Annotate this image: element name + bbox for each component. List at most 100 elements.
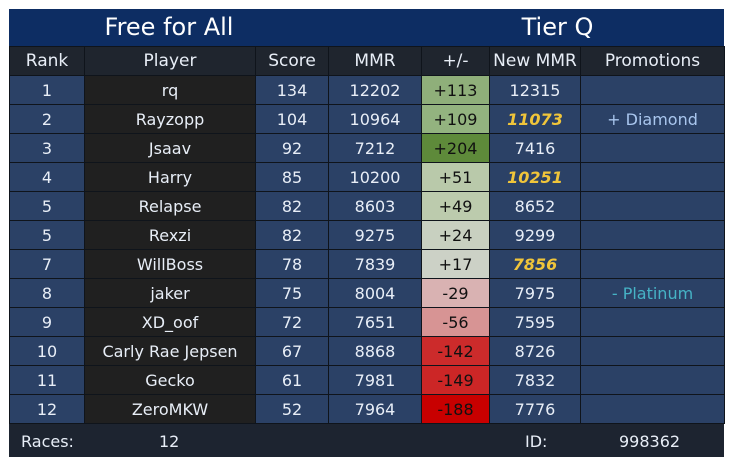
new-mmr-value: 12315 [509, 80, 561, 100]
footer-bar: Races: 12 ID: 998362 [9, 427, 724, 457]
rank-cell: 5 [9, 191, 85, 221]
player-cell: Gecko [84, 365, 256, 395]
player-cell: Harry [84, 162, 256, 192]
races-value: 12 [159, 432, 180, 451]
mmr-cell: 8004 [328, 278, 422, 308]
table-row: 7 WillBoss 78 7839 +17 7856 [9, 249, 725, 279]
rank-cell: 2 [9, 104, 85, 134]
mmr-cell: 7212 [328, 133, 422, 163]
table-row: 5 Rexzi 82 9275 +24 9299 [9, 220, 725, 250]
table-row: 8 jaker 75 8004 -29 7975 - Platinum [9, 278, 725, 308]
rank-cell: 12 [9, 394, 85, 424]
new-mmr-cell: 7832 [489, 365, 581, 395]
player-cell: XD_oof [84, 307, 256, 337]
rank-cell: 8 [9, 278, 85, 308]
new-mmr-value: 11073 [507, 109, 563, 129]
results-table: Rank Player Score MMR +/- New MMR Promot… [9, 46, 725, 424]
new-mmr-value: 7832 [514, 370, 556, 390]
promotion-cell: - Platinum [580, 278, 725, 308]
delta-cell: +204 [421, 133, 490, 163]
new-mmr-cell: 11073 [489, 104, 581, 134]
header-score: Score [255, 46, 329, 76]
mmr-cell: 12202 [328, 75, 422, 105]
new-mmr-value: 9299 [514, 225, 556, 245]
header-rank: Rank [9, 46, 85, 76]
score-cell: 61 [255, 365, 329, 395]
delta-cell: -188 [421, 394, 490, 424]
player-cell: Relapse [84, 191, 256, 221]
player-cell: ZeroMKW [84, 394, 256, 424]
mmr-cell: 7651 [328, 307, 422, 337]
rank-cell: 1 [9, 75, 85, 105]
rank-cell: 9 [9, 307, 85, 337]
header-new-mmr: New MMR [489, 46, 581, 76]
rank-cell: 10 [9, 336, 85, 366]
player-cell: rq [84, 75, 256, 105]
new-mmr-cell: 8652 [489, 191, 581, 221]
mmr-cell: 7839 [328, 249, 422, 279]
rank-cell: 3 [9, 133, 85, 163]
title-bar: Free for All Tier Q [9, 9, 724, 46]
table-row: 4 Harry 85 10200 +51 10251 [9, 162, 725, 192]
player-cell: Jsaav [84, 133, 256, 163]
table-row: 5 Relapse 82 8603 +49 8652 [9, 191, 725, 221]
score-cell: 72 [255, 307, 329, 337]
id-value: 998362 [619, 432, 681, 451]
promotion-cell [580, 162, 725, 192]
delta-cell: +24 [421, 220, 490, 250]
table-row: 2 Rayzopp 104 10964 +109 11073 + Diamond [9, 104, 725, 134]
header-delta: +/- [421, 46, 490, 76]
score-cell: 104 [255, 104, 329, 134]
player-cell: jaker [84, 278, 256, 308]
header-promotions: Promotions [580, 46, 725, 76]
player-cell: Rexzi [84, 220, 256, 250]
promotion-cell [580, 394, 725, 424]
new-mmr-value: 7416 [514, 138, 556, 158]
score-cell: 85 [255, 162, 329, 192]
score-cell: 75 [255, 278, 329, 308]
delta-cell: +49 [421, 191, 490, 221]
mmr-cell: 8603 [328, 191, 422, 221]
new-mmr-value: 7776 [514, 399, 556, 419]
rank-cell: 11 [9, 365, 85, 395]
delta-cell: +51 [421, 162, 490, 192]
promotion-cell [580, 307, 725, 337]
delta-cell: +17 [421, 249, 490, 279]
new-mmr-cell: 9299 [489, 220, 581, 250]
promotion-cell [580, 220, 725, 250]
new-mmr-cell: 10251 [489, 162, 581, 192]
promotion-cell [580, 191, 725, 221]
id-label: ID: [525, 432, 548, 451]
table-row: 1 rq 134 12202 +113 12315 [9, 75, 725, 105]
races-label: Races: [21, 432, 74, 451]
new-mmr-cell: 12315 [489, 75, 581, 105]
promotion-cell [580, 336, 725, 366]
new-mmr-value: 7975 [514, 283, 556, 303]
rank-cell: 5 [9, 220, 85, 250]
new-mmr-value: 10251 [507, 167, 563, 187]
score-cell: 134 [255, 75, 329, 105]
table-row: 11 Gecko 61 7981 -149 7832 [9, 365, 725, 395]
score-cell: 78 [255, 249, 329, 279]
delta-cell: +113 [421, 75, 490, 105]
mode-title: Free for All [104, 13, 234, 41]
score-cell: 82 [255, 220, 329, 250]
new-mmr-cell: 8726 [489, 336, 581, 366]
promotion-cell [580, 365, 725, 395]
table-row: 9 XD_oof 72 7651 -56 7595 [9, 307, 725, 337]
delta-cell: -142 [421, 336, 490, 366]
results-card: Free for All Tier Q Rank Player Score MM… [9, 9, 725, 457]
promotion-text: - Platinum [611, 283, 694, 303]
promotion-cell [580, 133, 725, 163]
score-cell: 52 [255, 394, 329, 424]
promotion-cell [580, 249, 725, 279]
score-cell: 67 [255, 336, 329, 366]
delta-cell: -56 [421, 307, 490, 337]
new-mmr-cell: 7856 [489, 249, 581, 279]
score-cell: 82 [255, 191, 329, 221]
new-mmr-value: 7595 [514, 312, 556, 332]
new-mmr-value: 8726 [514, 341, 556, 361]
tier-title: Tier Q [521, 13, 594, 41]
promotion-text: + Diamond [607, 109, 698, 129]
promotion-cell: + Diamond [580, 104, 725, 134]
